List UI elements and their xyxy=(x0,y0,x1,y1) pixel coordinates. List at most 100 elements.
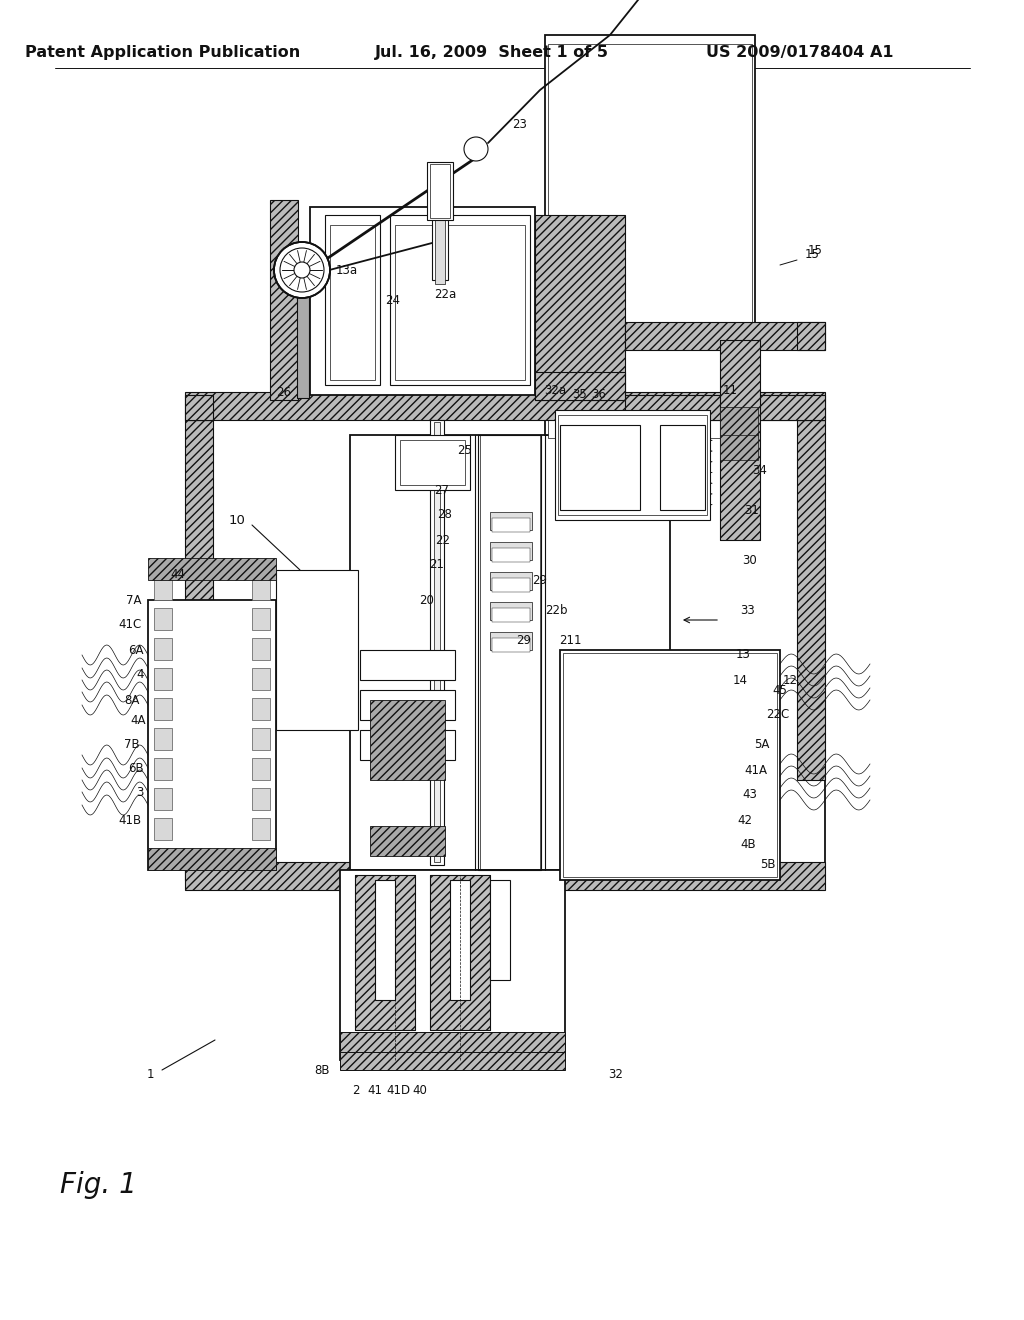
Bar xyxy=(390,215,530,385)
Bar xyxy=(560,649,780,880)
Circle shape xyxy=(280,248,324,292)
Bar xyxy=(360,649,455,680)
Text: 8A: 8A xyxy=(124,693,139,706)
Bar xyxy=(148,601,276,870)
Bar xyxy=(297,268,309,399)
Bar xyxy=(252,788,270,810)
Bar xyxy=(434,422,440,862)
Bar xyxy=(563,653,777,876)
Text: 11: 11 xyxy=(723,384,737,396)
Bar xyxy=(154,818,172,840)
Bar xyxy=(185,862,825,890)
Circle shape xyxy=(274,242,330,298)
Bar xyxy=(490,632,532,649)
Bar xyxy=(185,392,825,420)
Bar xyxy=(252,698,270,719)
Bar xyxy=(154,698,172,719)
Text: 24: 24 xyxy=(385,293,400,306)
Bar xyxy=(310,207,535,395)
Bar xyxy=(154,729,172,750)
Text: 34: 34 xyxy=(753,463,767,477)
Bar xyxy=(252,578,270,601)
Text: 45: 45 xyxy=(772,684,787,697)
Bar xyxy=(370,700,445,780)
Bar xyxy=(252,729,270,750)
Bar xyxy=(395,436,470,490)
Bar xyxy=(154,788,172,810)
Text: 21: 21 xyxy=(429,558,444,572)
Bar xyxy=(340,870,565,1060)
Text: US 2009/0178404 A1: US 2009/0178404 A1 xyxy=(707,45,894,59)
Text: 26: 26 xyxy=(276,387,292,400)
Bar xyxy=(720,341,760,540)
Bar xyxy=(625,395,825,420)
Text: 10: 10 xyxy=(228,513,246,527)
Text: 5A: 5A xyxy=(755,738,770,751)
Bar xyxy=(478,436,541,870)
Bar xyxy=(252,668,270,690)
Text: Fig. 1: Fig. 1 xyxy=(59,1171,136,1199)
Bar xyxy=(276,570,358,730)
Text: 29: 29 xyxy=(516,634,531,647)
Text: 43: 43 xyxy=(742,788,758,801)
Bar xyxy=(185,395,213,420)
Bar xyxy=(548,44,752,438)
Bar xyxy=(360,730,455,760)
Text: 211: 211 xyxy=(559,634,582,647)
Bar xyxy=(558,414,707,515)
Text: 41A: 41A xyxy=(744,763,768,776)
Text: 13a: 13a xyxy=(336,264,358,276)
Bar xyxy=(492,638,530,652)
Bar xyxy=(375,880,395,1001)
Text: 44: 44 xyxy=(171,569,185,582)
Text: 33: 33 xyxy=(740,603,756,616)
Text: 22b: 22b xyxy=(545,603,567,616)
Text: 40: 40 xyxy=(413,1084,427,1097)
Bar xyxy=(148,847,276,870)
Text: 25: 25 xyxy=(458,444,472,457)
Text: 36: 36 xyxy=(592,388,606,401)
Text: Jul. 16, 2009  Sheet 1 of 5: Jul. 16, 2009 Sheet 1 of 5 xyxy=(375,45,609,59)
Bar xyxy=(370,826,445,855)
Bar xyxy=(555,411,710,520)
Bar xyxy=(492,517,530,532)
Bar xyxy=(154,758,172,780)
Text: 30: 30 xyxy=(742,553,758,566)
Bar xyxy=(490,602,532,620)
Text: 8B: 8B xyxy=(314,1064,330,1077)
Bar xyxy=(660,425,705,510)
Bar xyxy=(560,425,640,510)
Bar xyxy=(355,875,415,1030)
Text: 2: 2 xyxy=(352,1084,359,1097)
Text: 22: 22 xyxy=(435,533,451,546)
Bar xyxy=(450,880,470,1001)
Text: 7B: 7B xyxy=(124,738,140,751)
Bar xyxy=(535,372,625,400)
Text: 27: 27 xyxy=(434,483,450,496)
Bar xyxy=(355,875,415,1030)
Bar xyxy=(720,432,758,459)
Text: 6B: 6B xyxy=(128,762,143,775)
Text: 41B: 41B xyxy=(119,813,141,826)
Bar xyxy=(395,224,525,380)
Bar xyxy=(435,197,445,284)
Text: 3: 3 xyxy=(136,787,143,800)
Text: 41D: 41D xyxy=(386,1084,410,1097)
Bar xyxy=(797,420,825,780)
Bar xyxy=(252,609,270,630)
Bar xyxy=(427,162,453,220)
Text: 12: 12 xyxy=(782,673,798,686)
Bar xyxy=(432,185,449,280)
Bar xyxy=(478,436,541,870)
Bar xyxy=(430,420,444,865)
Bar xyxy=(492,609,530,622)
Text: 7A: 7A xyxy=(126,594,141,606)
Text: 35: 35 xyxy=(572,388,588,401)
Text: 32: 32 xyxy=(608,1068,624,1081)
Bar xyxy=(154,668,172,690)
Text: 4A: 4A xyxy=(130,714,145,726)
Text: 22C: 22C xyxy=(766,709,790,722)
Text: 41C: 41C xyxy=(119,619,141,631)
Text: 15: 15 xyxy=(805,248,819,261)
Bar xyxy=(213,420,825,875)
